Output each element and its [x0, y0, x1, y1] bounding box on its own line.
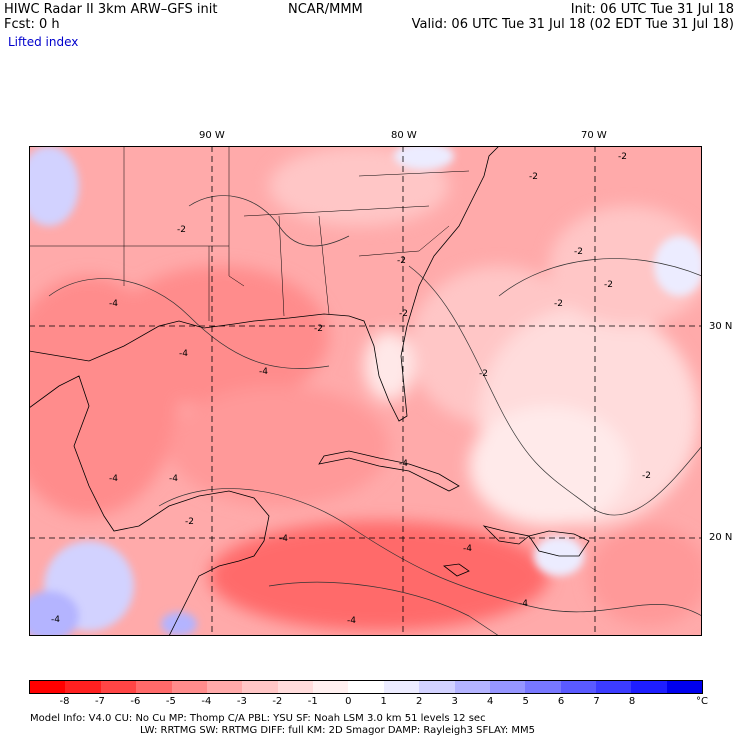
contour-label: -4: [463, 544, 472, 554]
legend-swatch: [277, 681, 313, 693]
graticule: [29, 146, 702, 636]
contour-label: -4: [109, 474, 118, 484]
contour-label: -2: [177, 225, 186, 235]
contour-label: -2: [479, 369, 488, 379]
color-legend: [29, 680, 703, 694]
legend-swatch: [171, 681, 207, 693]
contour-label: -4: [169, 474, 178, 484]
lat-label: 20 N: [709, 532, 733, 543]
lon-label: 70 W: [581, 130, 607, 141]
model-title: HIWC Radar II 3km ARW–GFS init: [4, 2, 218, 17]
legend-tick-label: 6: [557, 696, 565, 707]
legend-tick-label: 7: [593, 696, 600, 707]
contour-label: -2: [618, 152, 627, 162]
legend-swatch: [30, 681, 66, 693]
legend-tick-label: 1: [380, 696, 387, 707]
legend-swatch: [313, 681, 349, 693]
legend-swatch: [560, 681, 596, 693]
contour-label: -2: [397, 256, 406, 266]
legend-swatch: [454, 681, 490, 693]
map-frame: [29, 146, 702, 636]
lat-label: 30 N: [709, 321, 733, 332]
legend-tick-label: -7: [94, 696, 105, 707]
legend-tick-label: 3: [451, 696, 458, 707]
legend-swatch: [100, 681, 137, 693]
legend-swatch: [136, 681, 172, 693]
coastlines: [29, 146, 590, 636]
legend-tick-label: -4: [201, 696, 212, 707]
legend-tick-label: -6: [130, 696, 141, 707]
legend-swatch: [419, 681, 455, 693]
init-time: Init: 06 UTC Tue 31 Jul 18: [570, 2, 734, 17]
contour-label: -2: [574, 247, 583, 257]
contour-label: -4: [279, 534, 288, 544]
field-name: Lifted index: [8, 35, 79, 49]
contour-label: -4: [399, 459, 408, 469]
forecast-hour: Fcst: 0 h: [4, 17, 60, 32]
legend-tick-label: 2: [416, 696, 423, 707]
model-info-line1: Model Info: V4.0 CU: No Cu MP: Thomp C/A…: [30, 713, 486, 724]
positive-areas: [29, 146, 702, 636]
state-borders: [29, 146, 470, 321]
legend-tick-label: 4: [486, 696, 494, 707]
field-shading: [29, 146, 702, 631]
legend-tick-label: -1: [307, 696, 318, 707]
lon-label: 80 W: [391, 130, 417, 141]
contour-label: -4: [51, 615, 60, 625]
contour-label: -2: [314, 324, 323, 334]
valid-time: Valid: 06 UTC Tue 31 Jul 18 (02 EDT Tue …: [411, 17, 734, 32]
legend-tick-label: -3: [236, 696, 247, 707]
contour-label: -2: [399, 309, 408, 319]
legend-swatch: [489, 681, 526, 693]
contour-label: -4: [259, 367, 268, 377]
legend-tick-label: -8: [59, 696, 70, 707]
contour-label: -4: [109, 299, 118, 309]
legend-tick-label: 8: [628, 696, 636, 707]
legend-tick-label: -5: [165, 696, 176, 707]
legend-swatch: [206, 681, 243, 693]
contour-lines: [48, 195, 702, 636]
legend-swatch: [348, 681, 384, 693]
org-label: NCAR/MMM: [288, 2, 363, 17]
legend-swatch: [525, 681, 561, 693]
legend-swatch: [65, 681, 101, 693]
contour-label: -4: [179, 349, 188, 359]
legend-swatch: [631, 681, 667, 693]
contour-label: -2: [529, 172, 538, 182]
legend-tick-label: 5: [522, 696, 529, 707]
legend-swatch: [596, 681, 632, 693]
contour-label: -2: [642, 471, 651, 481]
legend-tick-label: -2: [272, 696, 283, 707]
legend-unit: °C: [696, 696, 708, 707]
model-info-line2: LW: RRTMG SW: RRTMG DIFF: full KM: 2D Sm…: [140, 725, 536, 736]
legend-swatch: [383, 681, 420, 693]
legend-tick-label: 0: [345, 696, 352, 707]
contour-label: -2: [604, 280, 613, 290]
contour-label: -2: [185, 517, 194, 527]
contour-label: -2: [554, 299, 563, 309]
lon-label: 90 W: [199, 130, 225, 141]
lifted-index-map: -2 -2 -2 -2 -2 -2 -2 -2 -2 -2 -2 -4 -4 -…: [29, 146, 702, 636]
legend-swatch: [242, 681, 278, 693]
legend-swatch: [666, 681, 703, 693]
contour-label: -4: [347, 616, 356, 626]
contour-label-group: -2 -2 -2 -2 -2 -2 -2 -2 -2 -2 -2 -4 -4 -…: [51, 152, 651, 626]
contour-label: -4: [519, 599, 528, 609]
